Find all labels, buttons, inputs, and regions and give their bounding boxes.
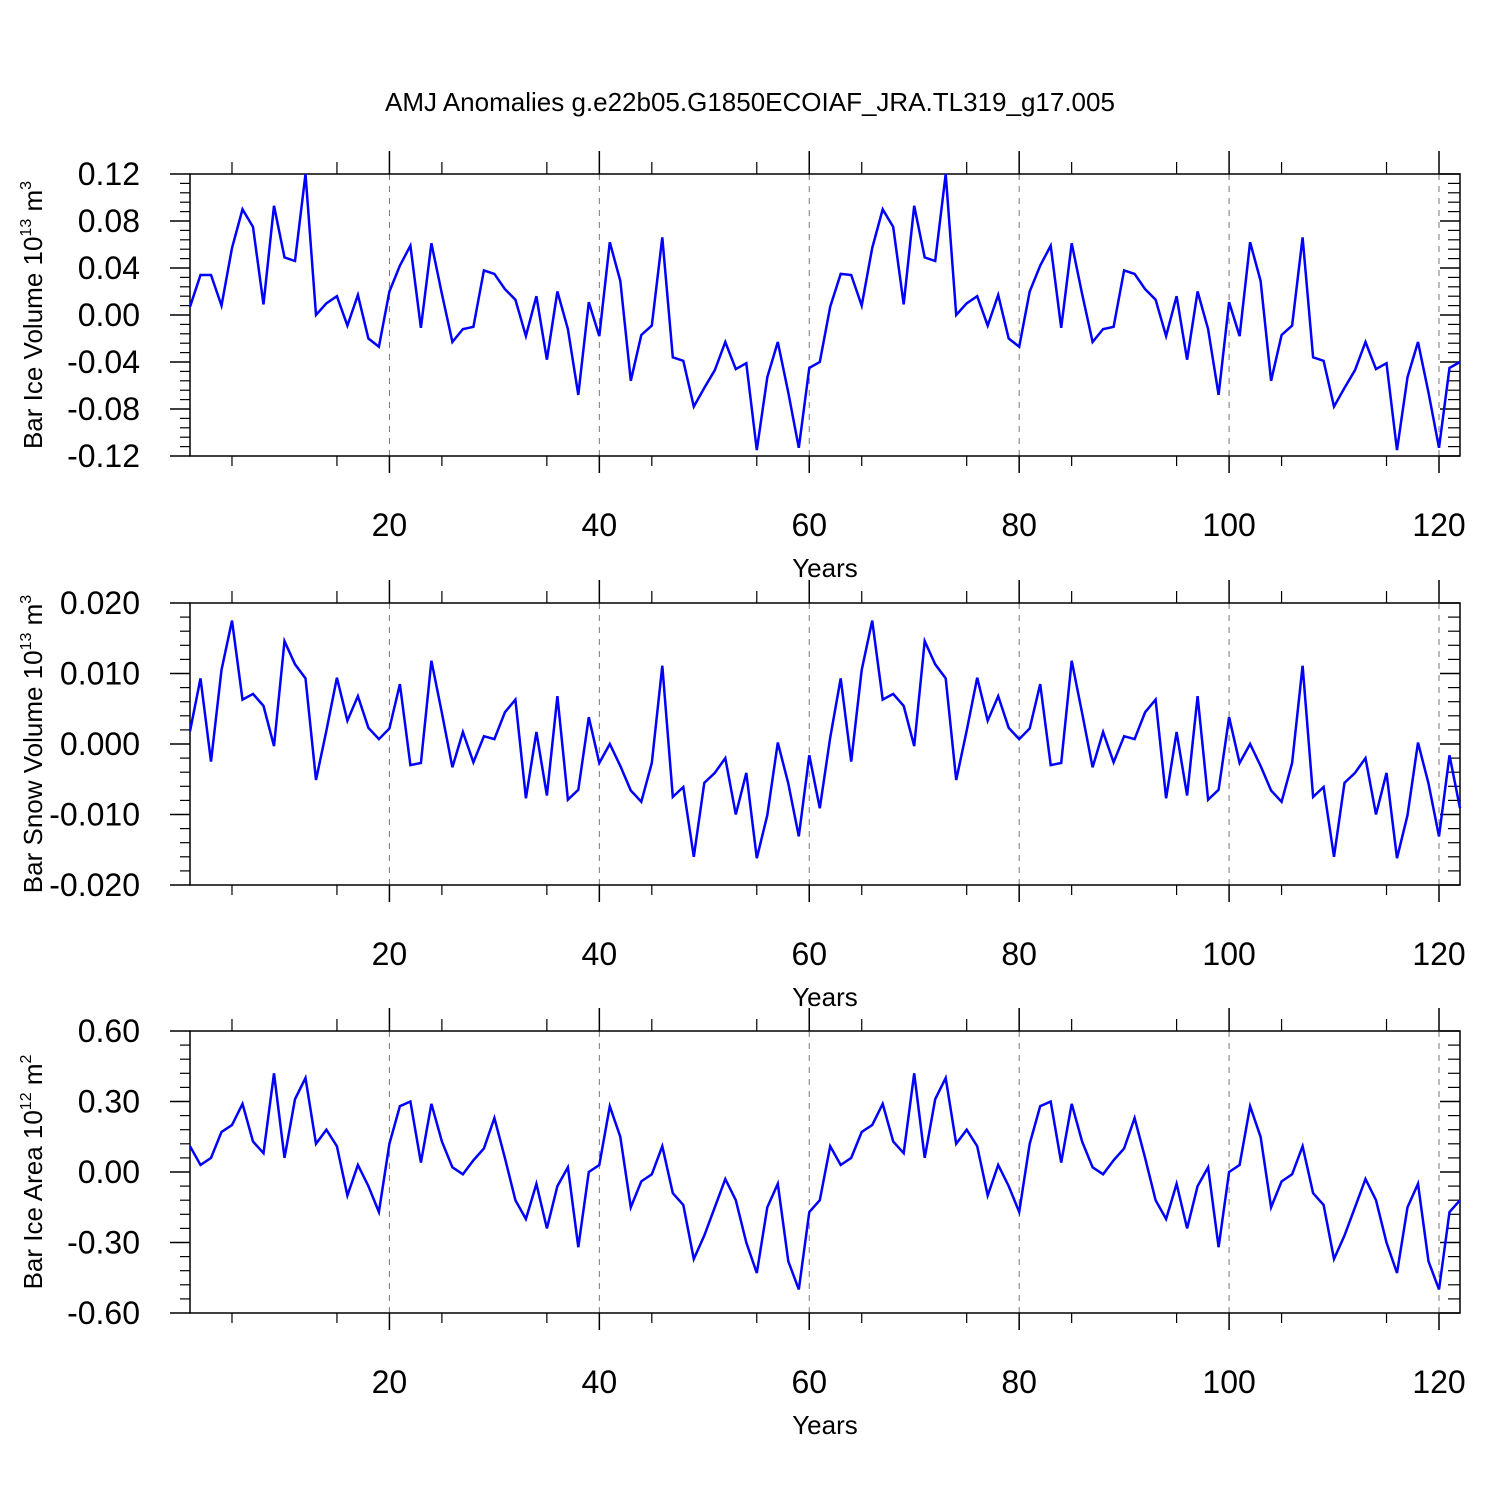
- x-axis-label: Years: [792, 553, 858, 583]
- x-tick-label: 120: [1412, 507, 1465, 543]
- y-axis-label-exponent: 13: [18, 632, 35, 650]
- y-tick-label: -0.30: [67, 1225, 140, 1261]
- x-tick-label: 40: [582, 507, 618, 543]
- x-tick-label: 40: [582, 1364, 618, 1400]
- x-tick-label: 20: [372, 1364, 408, 1400]
- x-axis-label: Years: [792, 982, 858, 1012]
- y-axis-label-text: Bar Snow Volume 10: [18, 650, 48, 893]
- y-axis-label-text: Bar Ice Area 10: [18, 1110, 48, 1289]
- y-axis-label: Bar Ice Area 1012 m2: [18, 1054, 48, 1289]
- chart-title: AMJ Anomalies g.e22b05.G1850ECOIAF_JRA.T…: [385, 87, 1115, 117]
- y-tick-label: 0.12: [78, 156, 140, 192]
- panel-3: 20 40 60 80 100 120 -0.60 -0.30 0.00 0.30 0.60 Year…: [18, 1008, 1466, 1440]
- y-tick-label: -0.020: [49, 867, 140, 903]
- y-tick-label: -0.04: [67, 344, 140, 380]
- x-tick-label: 60: [791, 507, 827, 543]
- x-tick-label: 120: [1412, 936, 1465, 972]
- series-line: [188, 173, 1461, 451]
- y-tick-label: 0.000: [60, 726, 140, 762]
- x-tick-label: 80: [1001, 507, 1037, 543]
- x-tick-label: 80: [1001, 936, 1037, 972]
- series-line: [188, 620, 1462, 859]
- y-tick-label: 0.020: [60, 585, 140, 621]
- panel-2: 20 40 60 80 100 120 -0.020 -0.010 0.000 0.010 0.02…: [18, 580, 1466, 1012]
- x-tick-label: 40: [582, 936, 618, 972]
- x-tick-label: 80: [1001, 1364, 1037, 1400]
- y-tick-label: -0.08: [67, 391, 140, 427]
- panels: 20 40 60 80 100 120 -0.12 -0.08 -0.04 0.00 0.04 0.0…: [18, 151, 1466, 1440]
- x-tick-label: 120: [1412, 1364, 1465, 1400]
- x-tick-label: 100: [1202, 936, 1255, 972]
- x-tick-label: 60: [791, 936, 827, 972]
- y-tick-label: 0.08: [78, 203, 140, 239]
- x-tick-label: 100: [1202, 507, 1255, 543]
- y-axis-label-exponent: 13: [18, 219, 35, 237]
- y-axis-label: Bar Snow Volume 1013 m3: [18, 595, 48, 894]
- series-line: [188, 1073, 1461, 1290]
- y-axis-label-unit: m: [18, 1063, 48, 1092]
- y-axis-label-unit: m: [18, 190, 48, 219]
- y-tick-label: 0.010: [60, 656, 140, 692]
- x-tick-label: 20: [372, 507, 408, 543]
- y-axis-label-unit: m: [18, 604, 48, 633]
- y-tick-label: 0.00: [78, 297, 140, 333]
- y-tick-label: 0.00: [78, 1154, 140, 1190]
- y-axis-label-unit-exponent: 2: [18, 1054, 35, 1063]
- panel-1: 20 40 60 80 100 120 -0.12 -0.08 -0.04 0.00 0.04 0.0…: [18, 151, 1466, 583]
- y-axis-label-unit-exponent: 3: [18, 181, 35, 190]
- x-tick-label: 20: [372, 936, 408, 972]
- x-axis-label: Years: [792, 1410, 858, 1440]
- y-tick-label: 0.60: [78, 1013, 140, 1049]
- x-tick-label: 100: [1202, 1364, 1255, 1400]
- y-tick-label: -0.12: [67, 438, 140, 474]
- y-tick-label: 0.30: [78, 1084, 140, 1120]
- y-tick-label: -0.60: [67, 1295, 140, 1331]
- x-tick-label: 60: [791, 1364, 827, 1400]
- y-tick-label: -0.010: [49, 797, 140, 833]
- y-axis-label-text: Bar Ice Volume 10: [18, 237, 48, 449]
- y-axis-label: Bar Ice Volume 1013 m3: [18, 181, 48, 449]
- y-axis-label-unit-exponent: 3: [18, 595, 35, 604]
- plot-frame: [189, 602, 1461, 886]
- y-axis-label-exponent: 12: [18, 1092, 35, 1110]
- y-tick-label: 0.04: [78, 250, 140, 286]
- plot-frame: [189, 173, 1461, 457]
